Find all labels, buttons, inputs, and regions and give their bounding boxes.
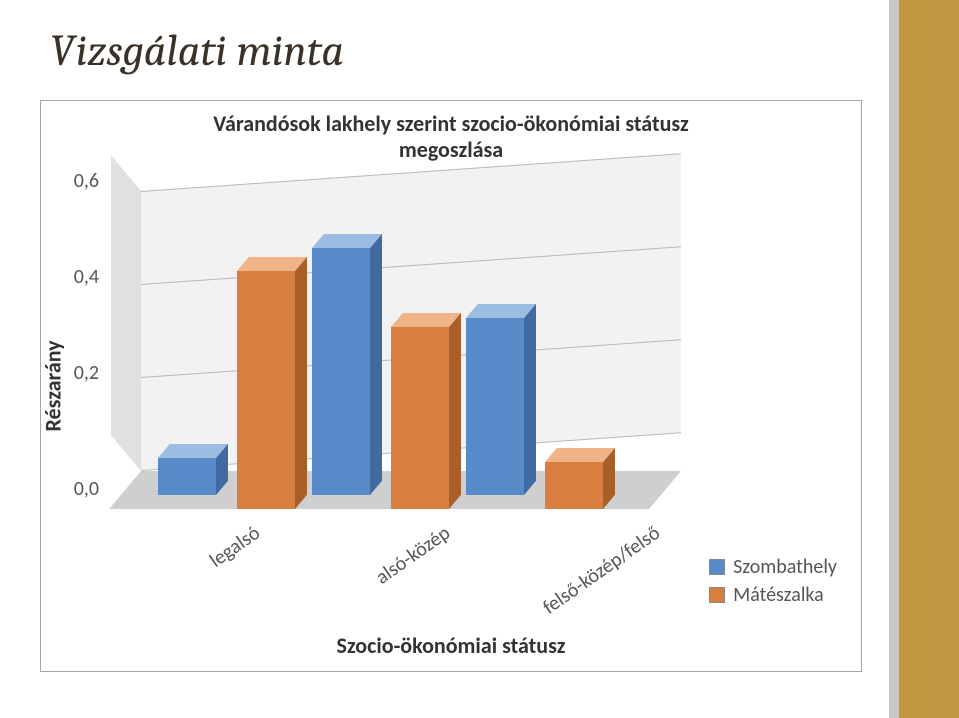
legend-item: Szombathely: [709, 555, 837, 579]
legend: Szombathely Mátészalka: [709, 551, 837, 611]
x-tick: alsó-közép: [310, 521, 455, 632]
bar: [391, 327, 449, 509]
bar-front: [391, 327, 449, 509]
bar-side: [449, 313, 461, 509]
legend-label: Szombathely: [733, 555, 837, 579]
chart-container: Várandósok lakhely szerint szocio-ökonóm…: [40, 100, 862, 672]
page-title: Vizsgálati minta: [50, 25, 344, 76]
bar-front: [466, 318, 524, 495]
bar: [545, 462, 603, 509]
x-tick: legalsó: [153, 521, 265, 609]
bar: [158, 458, 216, 495]
legend-swatch: [709, 559, 725, 575]
plot-area: 0,6 0,4 0,2 0,0 legalsó alsó-közép felső…: [141, 191, 681, 511]
plot-side-wall: [111, 155, 141, 471]
legend-swatch: [709, 587, 725, 603]
bar: [312, 248, 370, 495]
bar-top: [312, 234, 382, 248]
bar-top: [158, 444, 228, 458]
bar-front: [237, 271, 295, 509]
y-tick: 0,2: [49, 361, 99, 385]
chart-title: Várandósok lakhely szerint szocio-ökonóm…: [41, 111, 861, 164]
x-axis-label: Szocio-ökonómiai státusz: [337, 632, 566, 659]
legend-item: Mátészalka: [709, 583, 837, 607]
y-tick: 0,6: [49, 169, 99, 193]
bar-top: [391, 313, 461, 327]
bar-front: [158, 458, 216, 495]
bar-front: [545, 462, 603, 509]
y-tick: 0,4: [49, 265, 99, 289]
bar-side: [524, 303, 536, 495]
side-divider: [889, 0, 899, 718]
chart-title-line1: Várandósok lakhely szerint szocio-ökonóm…: [213, 110, 689, 137]
chart-title-line2: megoszlása: [399, 136, 503, 163]
bar-front: [312, 248, 370, 495]
bar-top: [466, 304, 536, 318]
bar-side: [295, 257, 307, 509]
legend-label: Mátészalka: [733, 583, 824, 607]
bar: [237, 271, 295, 509]
bar-side: [370, 233, 382, 495]
y-tick: 0,0: [49, 477, 99, 501]
side-accent: [899, 0, 959, 718]
bar-top: [545, 448, 615, 462]
y-axis-label: Részarány: [40, 340, 67, 431]
bar-top: [237, 257, 307, 271]
bar: [466, 318, 524, 495]
bars-layer: [141, 191, 681, 509]
